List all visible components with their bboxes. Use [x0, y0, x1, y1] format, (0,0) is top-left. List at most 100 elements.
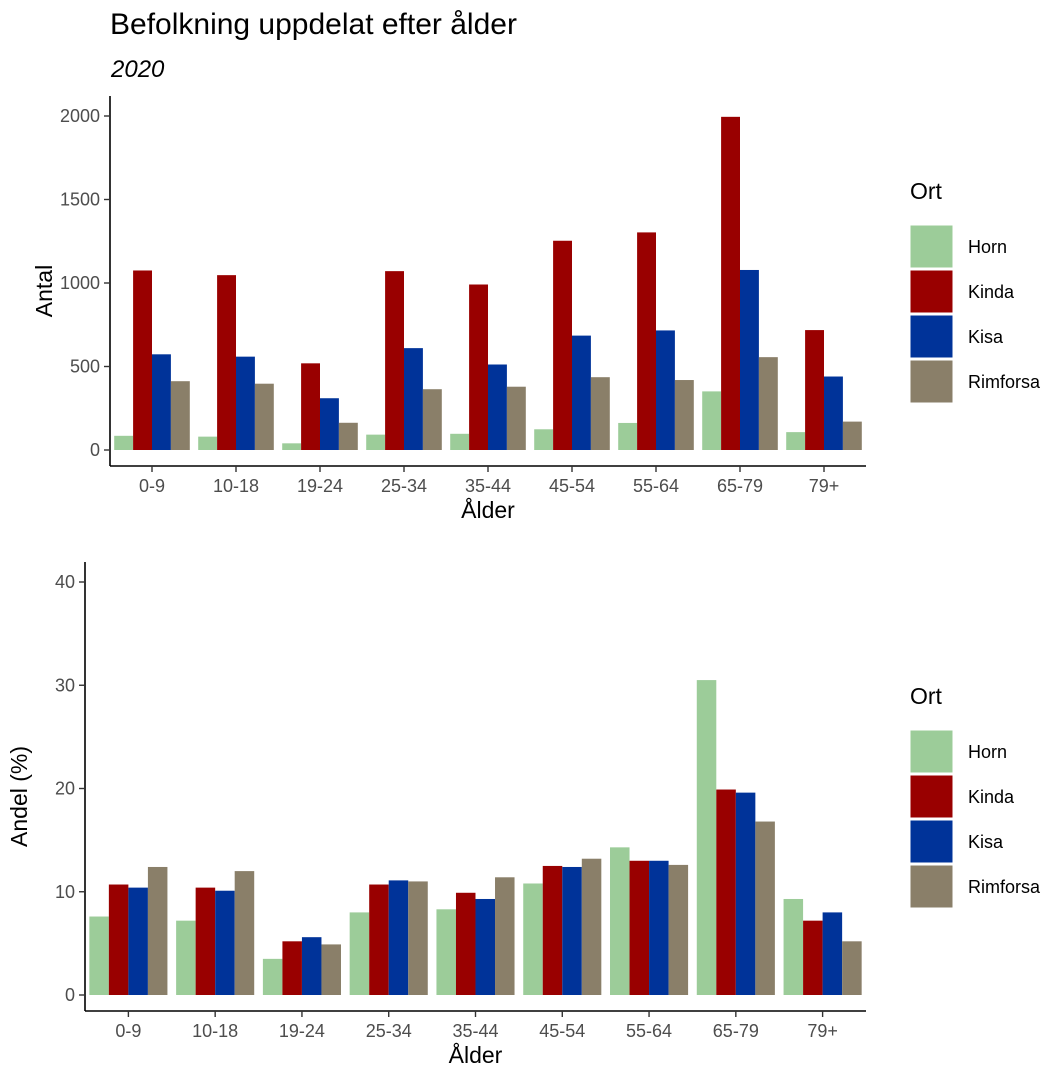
legend-key-rimforsa — [909, 359, 954, 404]
bar-kisa-10-18 — [236, 356, 255, 450]
bar-horn-55-64 — [618, 422, 638, 450]
bar-horn-10-18 — [176, 920, 196, 995]
bar-kisa-19-24 — [301, 937, 322, 995]
bar-rimforsa-79+ — [842, 421, 862, 450]
legend-label-rimforsa: Rimforsa — [968, 877, 1041, 897]
bar-horn-25-34 — [366, 434, 386, 450]
bar-horn-0-9 — [89, 916, 109, 995]
x-tick-label: 55-64 — [633, 476, 679, 496]
x-tick-label: 10-18 — [213, 476, 259, 496]
y-tick-label: 0 — [90, 440, 100, 460]
bar-kinda-10-18 — [195, 887, 216, 995]
x-tick-label: 0-9 — [115, 1021, 141, 1041]
bar-kisa-55-64 — [649, 860, 669, 995]
bar-kisa-0-9 — [152, 354, 171, 450]
y-axis-title: Andel (%) — [6, 746, 32, 847]
bar-rimforsa-65-79 — [758, 357, 778, 450]
bar-kinda-19-24 — [282, 941, 302, 995]
y-tick-label: 30 — [55, 675, 75, 695]
bar-kisa-45-54 — [572, 335, 591, 450]
x-tick-label: 65-79 — [713, 1021, 759, 1041]
legend-title: Ort — [910, 683, 943, 709]
legend-label-kisa: Kisa — [968, 832, 1004, 852]
bar-horn-79+ — [786, 432, 806, 450]
y-tick-label: 0 — [65, 985, 75, 1005]
bar-horn-0-9 — [114, 435, 134, 450]
legend-title: Ort — [910, 178, 943, 204]
bar-rimforsa-10-18 — [254, 383, 274, 450]
y-tick-label: 1500 — [60, 190, 100, 210]
bar-rimforsa-25-34 — [422, 389, 442, 450]
y-tick-label: 500 — [70, 357, 100, 377]
bar-horn-79+ — [783, 898, 804, 995]
bar-kinda-25-34 — [369, 884, 389, 995]
y-tick-label: 1000 — [60, 273, 100, 293]
bar-chart-antal: 0 500 1000 1500 2000 0-9 10-18 19-24 25-34 35-44 4… — [31, 96, 1041, 523]
y-axis-title: Antal — [31, 265, 57, 317]
y-tick-label: 2000 — [60, 106, 100, 126]
bar-horn-45-54 — [523, 883, 543, 995]
bar-kisa-65-79 — [740, 269, 759, 450]
bar-kisa-55-64 — [656, 330, 675, 450]
legend-key-kinda — [909, 774, 954, 819]
bar-kinda-0-9 — [108, 884, 129, 995]
bar-rimforsa-35-44 — [495, 877, 515, 995]
legend-label-horn: Horn — [968, 742, 1007, 762]
bar-kinda-55-64 — [637, 232, 656, 450]
x-axis-title: Ålder — [461, 496, 515, 523]
x-tick-label: 65-79 — [717, 476, 763, 496]
x-tick-label: 35-44 — [452, 1021, 498, 1041]
bar-kisa-45-54 — [562, 866, 582, 995]
x-tick-label: 45-54 — [549, 476, 595, 496]
bar-kinda-65-79 — [721, 116, 740, 450]
legend-label-kinda: Kinda — [968, 787, 1015, 807]
legend-label-horn: Horn — [968, 237, 1007, 257]
bar-kinda-0-9 — [133, 270, 152, 450]
bar-rimforsa-0-9 — [170, 381, 190, 450]
bar-kisa-65-79 — [735, 792, 756, 995]
x-tick-label: 35-44 — [465, 476, 511, 496]
bar-rimforsa-10-18 — [234, 871, 255, 995]
bar-rimforsa-65-79 — [755, 821, 775, 995]
legend-key-rimforsa — [909, 864, 954, 909]
bar-rimforsa-35-44 — [506, 386, 526, 450]
bar-kinda-79+ — [803, 920, 823, 995]
bar-rimforsa-55-64 — [668, 864, 689, 995]
x-tick-label: 79+ — [807, 1021, 838, 1041]
x-tick-label: 19-24 — [279, 1021, 325, 1041]
bar-kinda-10-18 — [217, 275, 236, 450]
bar-rimforsa-45-54 — [590, 377, 610, 450]
legend-label-kinda: Kinda — [968, 282, 1015, 302]
bar-kisa-19-24 — [320, 398, 339, 450]
bar-kisa-25-34 — [388, 880, 409, 995]
bar-kisa-79+ — [822, 912, 843, 995]
legend-key-kisa — [909, 819, 954, 864]
bar-horn-10-18 — [198, 436, 218, 450]
x-axis-title: Ålder — [449, 1041, 503, 1068]
bar-rimforsa-45-54 — [581, 858, 602, 995]
bar-kisa-0-9 — [128, 887, 148, 995]
bar-horn-25-34 — [349, 912, 370, 995]
bar-kinda-25-34 — [385, 271, 404, 450]
bar-kinda-35-44 — [455, 892, 476, 995]
bar-rimforsa-0-9 — [147, 866, 168, 995]
bar-kinda-45-54 — [553, 240, 572, 450]
x-tick-label: 45-54 — [539, 1021, 585, 1041]
legend-label-rimforsa: Rimforsa — [968, 372, 1041, 392]
bar-horn-19-24 — [282, 443, 302, 450]
bar-horn-19-24 — [262, 958, 283, 995]
chart-title: Befolkning uppdelat efter ålder — [110, 8, 517, 41]
bar-kisa-35-44 — [488, 364, 507, 450]
legend-label-kisa: Kisa — [968, 327, 1004, 347]
chart-subtitle: 2020 — [111, 56, 165, 83]
bar-kinda-65-79 — [716, 789, 736, 995]
y-tick-label: 20 — [55, 779, 75, 799]
bar-rimforsa-25-34 — [408, 881, 428, 995]
y-tick-label: 40 — [55, 572, 75, 592]
x-tick-label: 25-34 — [366, 1021, 412, 1041]
bar-rimforsa-79+ — [842, 941, 862, 995]
bar-kisa-35-44 — [475, 898, 496, 995]
bar-horn-65-79 — [696, 680, 717, 995]
bar-kinda-45-54 — [542, 865, 563, 995]
